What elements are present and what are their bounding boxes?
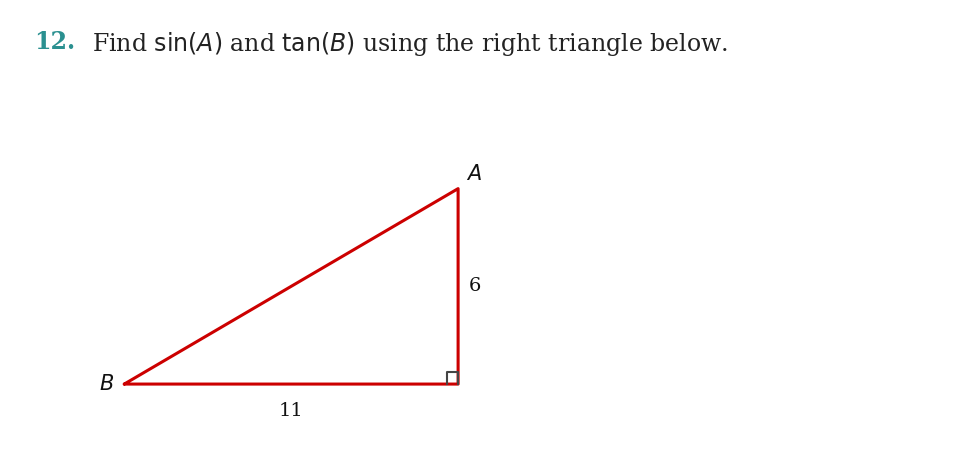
Text: $A$: $A$ — [466, 164, 482, 184]
Text: Find $\sin(A)$ and $\tan(B)$ using the right triangle below.: Find $\sin(A)$ and $\tan(B)$ using the r… — [92, 30, 728, 58]
Text: 12.: 12. — [34, 30, 75, 55]
Text: 6: 6 — [469, 277, 481, 295]
Text: 11: 11 — [279, 402, 304, 420]
Text: $B$: $B$ — [99, 374, 113, 394]
